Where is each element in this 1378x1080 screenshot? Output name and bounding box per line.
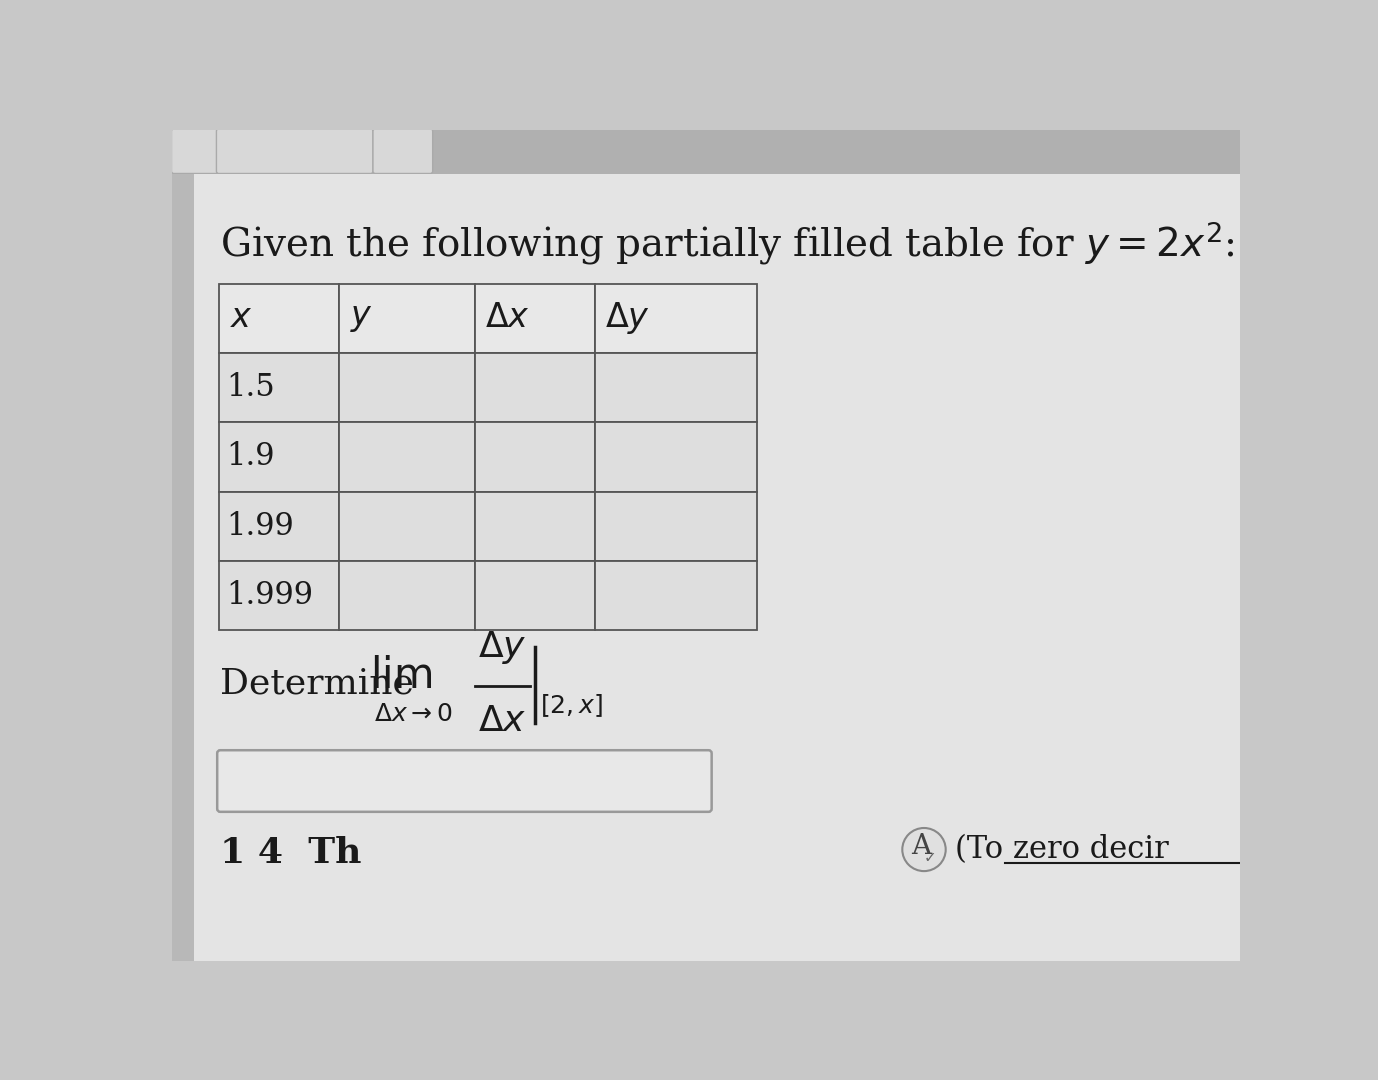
Bar xyxy=(339,422,474,491)
Bar xyxy=(219,353,339,422)
Text: Determine: Determine xyxy=(220,667,415,701)
Bar xyxy=(595,561,758,630)
Bar xyxy=(595,353,758,422)
Bar xyxy=(339,284,474,353)
Text: $\mathrm{lim}$: $\mathrm{lim}$ xyxy=(369,656,433,698)
Bar xyxy=(595,491,758,561)
FancyBboxPatch shape xyxy=(216,129,373,174)
Bar xyxy=(595,284,758,353)
Text: $x$: $x$ xyxy=(230,302,252,334)
Text: 1 4  Th: 1 4 Th xyxy=(220,836,362,870)
Bar xyxy=(339,491,474,561)
Bar xyxy=(172,130,1240,174)
Text: $\Delta x$: $\Delta x$ xyxy=(478,704,526,738)
Bar xyxy=(474,491,595,561)
Text: A: A xyxy=(911,833,932,860)
Text: $\Delta x \rightarrow 0$: $\Delta x \rightarrow 0$ xyxy=(373,703,452,726)
FancyBboxPatch shape xyxy=(373,129,433,174)
Bar xyxy=(219,284,339,353)
Text: 1.999: 1.999 xyxy=(226,580,314,611)
Bar xyxy=(474,353,595,422)
Bar xyxy=(474,284,595,353)
Circle shape xyxy=(903,828,945,872)
Bar xyxy=(474,561,595,630)
Text: $y$: $y$ xyxy=(350,302,372,334)
Text: $\Delta y$: $\Delta y$ xyxy=(478,630,526,666)
Bar xyxy=(339,353,474,422)
Bar xyxy=(219,561,339,630)
Text: $\Delta x$: $\Delta x$ xyxy=(485,302,531,334)
Text: Given the following partially filled table for $y = 2x^{2}$:: Given the following partially filled tab… xyxy=(220,219,1235,268)
FancyBboxPatch shape xyxy=(171,129,218,174)
Text: 1.5: 1.5 xyxy=(226,372,276,403)
Text: 1.9: 1.9 xyxy=(226,442,276,472)
Bar xyxy=(339,561,474,630)
Text: $[2,x]$: $[2,x]$ xyxy=(540,691,602,718)
Bar xyxy=(595,422,758,491)
Bar xyxy=(172,174,194,961)
Bar xyxy=(219,422,339,491)
Bar xyxy=(474,422,595,491)
Text: ✓: ✓ xyxy=(923,850,937,865)
Text: $\Delta y$: $\Delta y$ xyxy=(605,300,650,336)
FancyBboxPatch shape xyxy=(218,751,711,812)
Text: 1.99: 1.99 xyxy=(226,511,295,542)
Bar xyxy=(219,491,339,561)
Text: (To zero decir: (To zero decir xyxy=(955,834,1169,865)
